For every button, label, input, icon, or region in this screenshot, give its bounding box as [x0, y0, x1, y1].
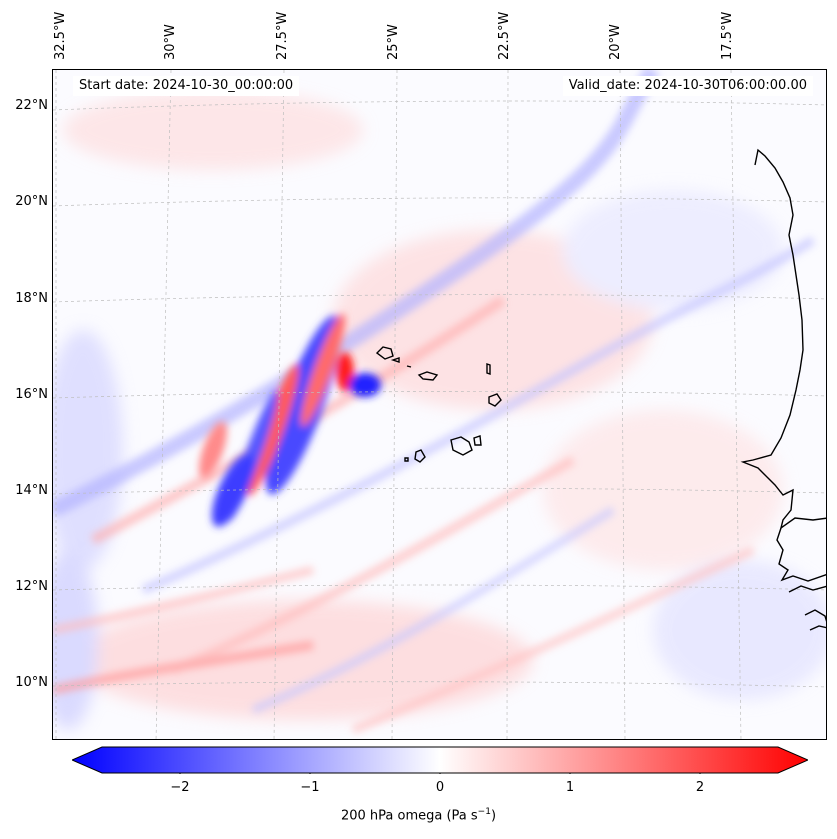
lon-label: 30°W [163, 24, 178, 60]
colorbar-title-end: ) [490, 808, 497, 824]
lon-label: 25°W [386, 24, 401, 60]
cape-verde-islands [375, 346, 502, 463]
valid-date-label: Valid_date: 2024-10-30T06:00:00.00 [562, 76, 813, 96]
omega-field-map [53, 70, 826, 739]
lat-label: 16°N [15, 387, 48, 402]
lon-label: 32.5°W [53, 11, 68, 60]
omega-broad-shading [53, 90, 826, 730]
lon-label: 17.5°W [720, 11, 735, 60]
lat-label: 14°N [15, 483, 48, 498]
lat-label: 12°N [15, 579, 48, 594]
colorbar-tick-label: −2 [170, 780, 190, 795]
lon-label: 22.5°W [497, 11, 512, 60]
omega-bands [53, 70, 816, 734]
lat-label: 18°N [15, 291, 48, 306]
colorbar-gradient [72, 746, 808, 774]
colorbar-title-text: 200 hPa omega (Pa s [340, 808, 478, 824]
map-panel [52, 69, 827, 740]
colorbar-tick-label: 1 [565, 780, 575, 795]
coastlines [740, 148, 826, 631]
lat-label: 10°N [15, 675, 48, 690]
lat-label: 22°N [15, 98, 48, 113]
start-date-label: Start date: 2024-10-30_00:00:00 [73, 76, 300, 96]
colorbar-tick-label: −1 [300, 780, 320, 795]
colorbar-title: 200 hPa omega (Pa s−1) [0, 807, 837, 823]
colorbar-tick-label: 0 [435, 780, 445, 795]
colorbar-title-exponent: −1 [477, 807, 491, 817]
lon-label: 20°W [608, 24, 623, 60]
lat-label: 20°N [15, 194, 48, 209]
lon-label: 27.5°W [275, 11, 290, 60]
colorbar-tick-label: 2 [695, 780, 705, 795]
omega-convective-core [199, 313, 381, 527]
gridlines [53, 70, 826, 739]
colorbar [72, 746, 808, 774]
